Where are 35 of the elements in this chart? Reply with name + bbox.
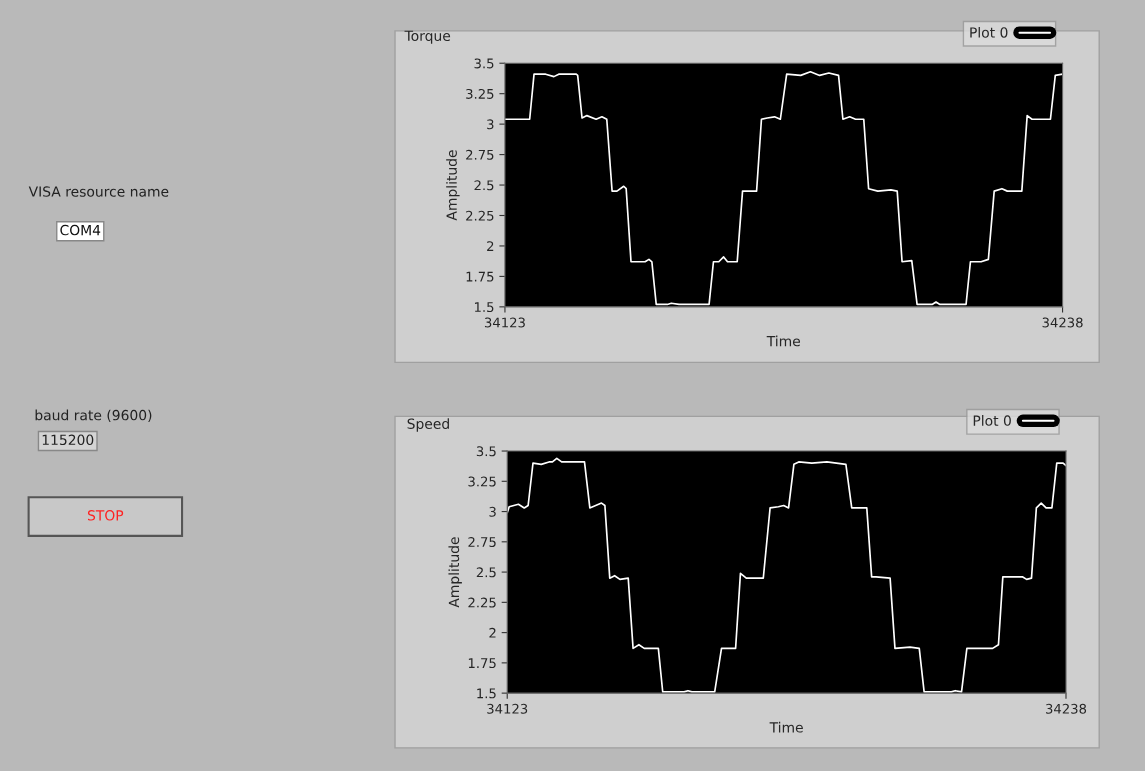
text: COM4 xyxy=(60,224,101,236)
text: VISA resource name xyxy=(28,186,169,197)
text: STOP xyxy=(87,510,124,521)
y-tick-label: 2.5 xyxy=(476,567,496,578)
chart-title: Speed xyxy=(407,418,449,432)
y-tick-label: 1.75 xyxy=(468,658,496,669)
y-tick-label: 2.75 xyxy=(466,149,494,160)
y-tick-label: 3 xyxy=(489,506,496,517)
y-tick-label: 2 xyxy=(489,627,496,638)
y-tick-label: 1.75 xyxy=(466,271,494,282)
y-tick-label: 2.5 xyxy=(474,180,494,191)
y-tick-label: 3.25 xyxy=(468,476,496,487)
y-tick-label: 2.25 xyxy=(466,210,494,221)
x-tick-label: 34123 xyxy=(484,317,525,328)
y-tick-label: 3.5 xyxy=(474,58,494,69)
x-tick-label: 34238 xyxy=(1042,317,1083,328)
y-tick-label: 1.5 xyxy=(477,688,496,699)
y-tick-label: 2.75 xyxy=(468,537,496,548)
legend-label: Plot 0 xyxy=(970,26,1008,38)
x-axis-title: Time xyxy=(769,721,803,733)
y-tick-label: 2 xyxy=(487,241,494,251)
y-tick-label: 3.5 xyxy=(476,446,496,457)
x-axis-title: Time xyxy=(766,335,801,347)
y-tick-label: 3 xyxy=(487,119,494,130)
legend-label: Plot 0 xyxy=(973,415,1011,426)
y-tick-label: 2.25 xyxy=(468,597,496,608)
x-tick-label: 34123 xyxy=(487,703,528,714)
y-axis-title: Amplitude xyxy=(448,537,462,608)
text: 115200 xyxy=(42,434,94,446)
y-tick-label: 1.5 xyxy=(474,302,494,313)
chart-title: Torque xyxy=(404,30,451,44)
y-tick-label: 3.25 xyxy=(466,88,494,99)
y-axis-title: Amplitude xyxy=(446,150,460,221)
text: baud rate (9600) xyxy=(35,409,152,422)
x-tick-label: 34238 xyxy=(1046,703,1087,714)
